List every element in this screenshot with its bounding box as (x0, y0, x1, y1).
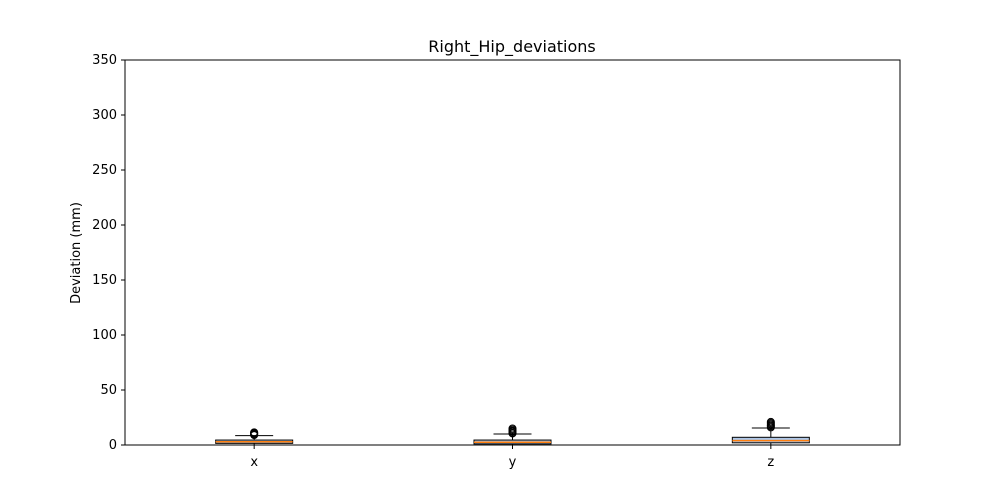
y-tick-label: 350 (92, 53, 117, 68)
y-tick-label: 200 (92, 218, 117, 233)
axes-frame (124, 59, 901, 446)
y-tick-label: 100 (92, 328, 117, 343)
x-tick-label: y (509, 455, 517, 470)
x-tick-label: x (250, 455, 258, 470)
plot-area: 0 50 100 150 200 250 300 350 x y z (92, 53, 901, 470)
outlier-point (766, 417, 775, 426)
y-tick-label: 150 (92, 273, 117, 288)
outlier-point (508, 424, 517, 433)
outlier-point (250, 428, 259, 437)
x-tick-label: z (767, 455, 774, 470)
chart-title: Right_Hip_deviations (428, 37, 595, 57)
y-tick-label: 0 (109, 438, 117, 453)
y-tick-label: 250 (92, 163, 117, 178)
y-axis-label: Deviation (mm) (69, 202, 84, 304)
y-tick-label: 50 (100, 383, 117, 398)
y-tick-label: 300 (92, 108, 117, 123)
